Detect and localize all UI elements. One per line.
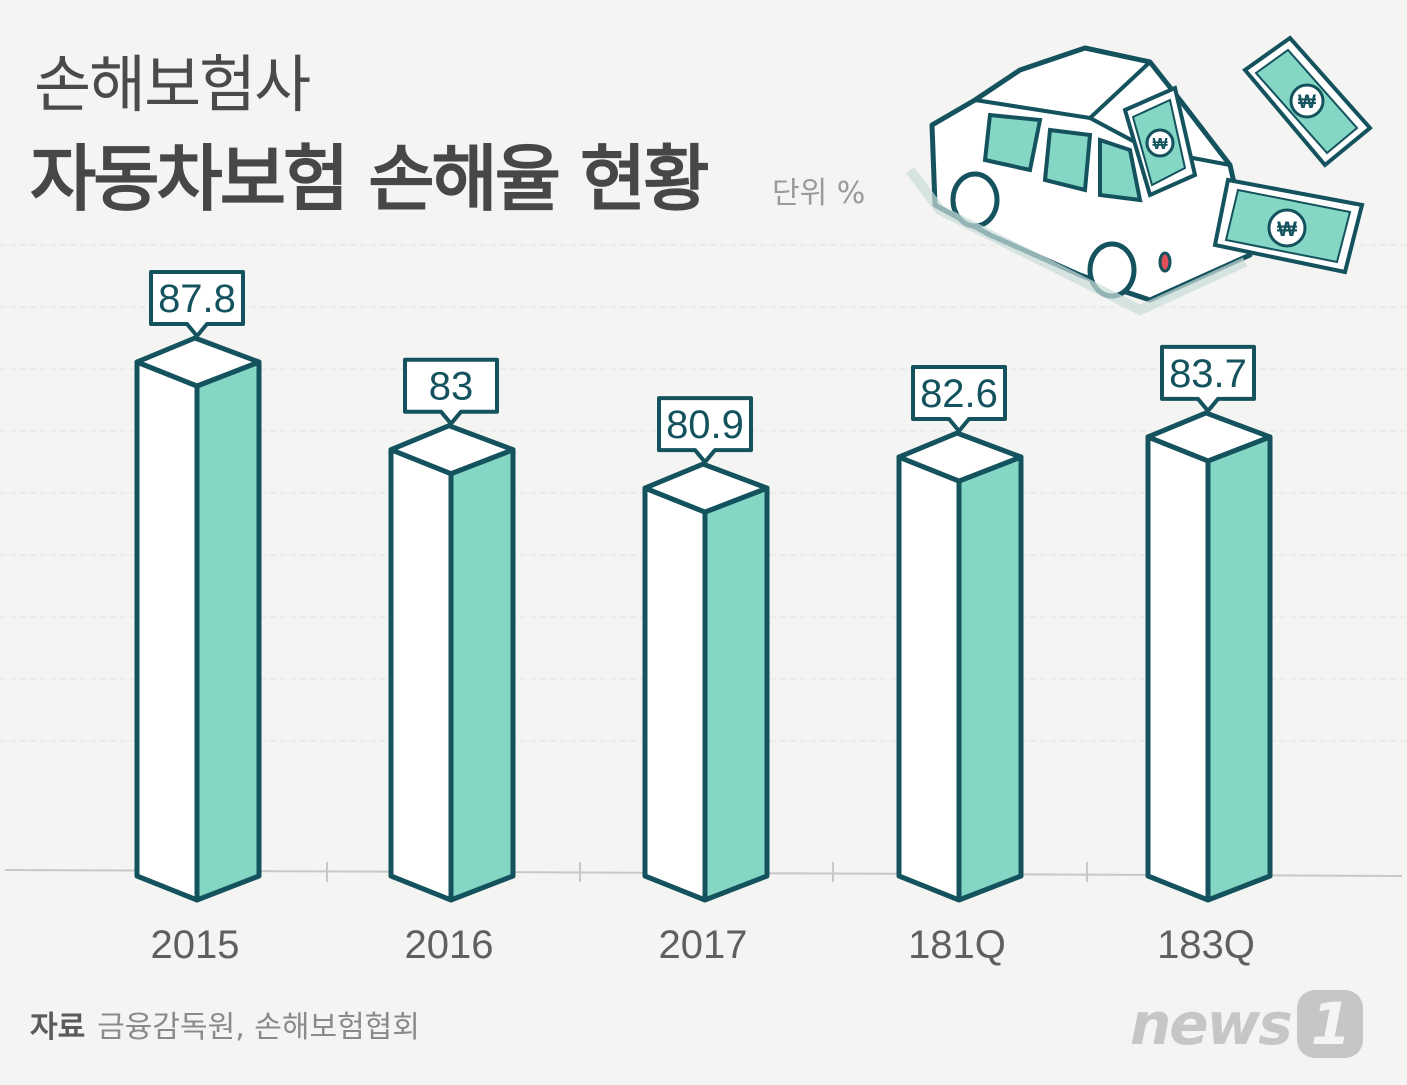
value-callout [657, 396, 753, 465]
bar-side-face [956, 454, 1024, 903]
bar: 87.8 [134, 270, 262, 903]
bar-top-face [388, 423, 516, 477]
svg-text:₩: ₩ [1152, 136, 1168, 153]
news1-logo: news 1 [1130, 990, 1364, 1058]
value-callout [911, 365, 1007, 434]
data-label: 83 [429, 365, 474, 409]
bar-front-face [388, 447, 454, 903]
data-label: 82.6 [920, 372, 998, 416]
x-tick-label: 183Q [1157, 923, 1255, 967]
x-tick-label: 2015 [151, 923, 240, 967]
bar-top-face [134, 335, 262, 389]
svg-text:₩: ₩ [1298, 92, 1316, 113]
won-banknote-icon: ₩ [1242, 35, 1373, 168]
value-callout [403, 357, 499, 426]
bar-top-face [1145, 410, 1273, 464]
source-text: 금융감독원, 손해보험협회 [97, 1010, 420, 1045]
bar-side-face [194, 359, 262, 903]
value-callout [1160, 344, 1256, 413]
bar-front-face [896, 454, 962, 903]
x-tick-label: 2017 [659, 923, 748, 967]
bar-front-face [134, 359, 200, 903]
svg-text:₩: ₩ [1277, 218, 1297, 241]
logo-text: news [1130, 990, 1293, 1058]
source-note: 자료 금융감독원, 손해보험협회 [30, 1002, 420, 1046]
data-label: 83.7 [1169, 352, 1247, 396]
data-label: 87.8 [158, 277, 236, 321]
car-with-money-icon: ₩ ₩ ₩ [906, 35, 1373, 316]
x-tick-label: 181Q [908, 923, 1006, 967]
bar-side-face [702, 485, 770, 903]
unit-label: 단위 % [772, 176, 866, 211]
x-tick-label: 2016 [405, 923, 494, 967]
bar-front-face [1145, 434, 1211, 903]
bar: 82.6 [896, 365, 1024, 903]
data-label: 80.9 [666, 403, 744, 447]
bar-side-face [1205, 434, 1273, 903]
chart-subtitle: 자동차보험 손해율 현황 [30, 137, 710, 221]
won-banknote-icon: ₩ [1122, 85, 1198, 198]
value-callout [149, 270, 245, 338]
bar-side-face [448, 447, 516, 903]
bar-top-face [642, 461, 770, 515]
logo-badge: 1 [1296, 990, 1364, 1058]
won-banknote-icon: ₩ [1212, 177, 1365, 275]
bar: 83.7 [1145, 344, 1273, 903]
bar: 83 [388, 357, 516, 903]
bar: 80.9 [642, 396, 770, 903]
bar-front-face [642, 485, 708, 903]
bar-top-face [896, 430, 1024, 484]
chart-title: 손해보험사 [34, 48, 311, 121]
source-label: 자료 [30, 1010, 86, 1045]
